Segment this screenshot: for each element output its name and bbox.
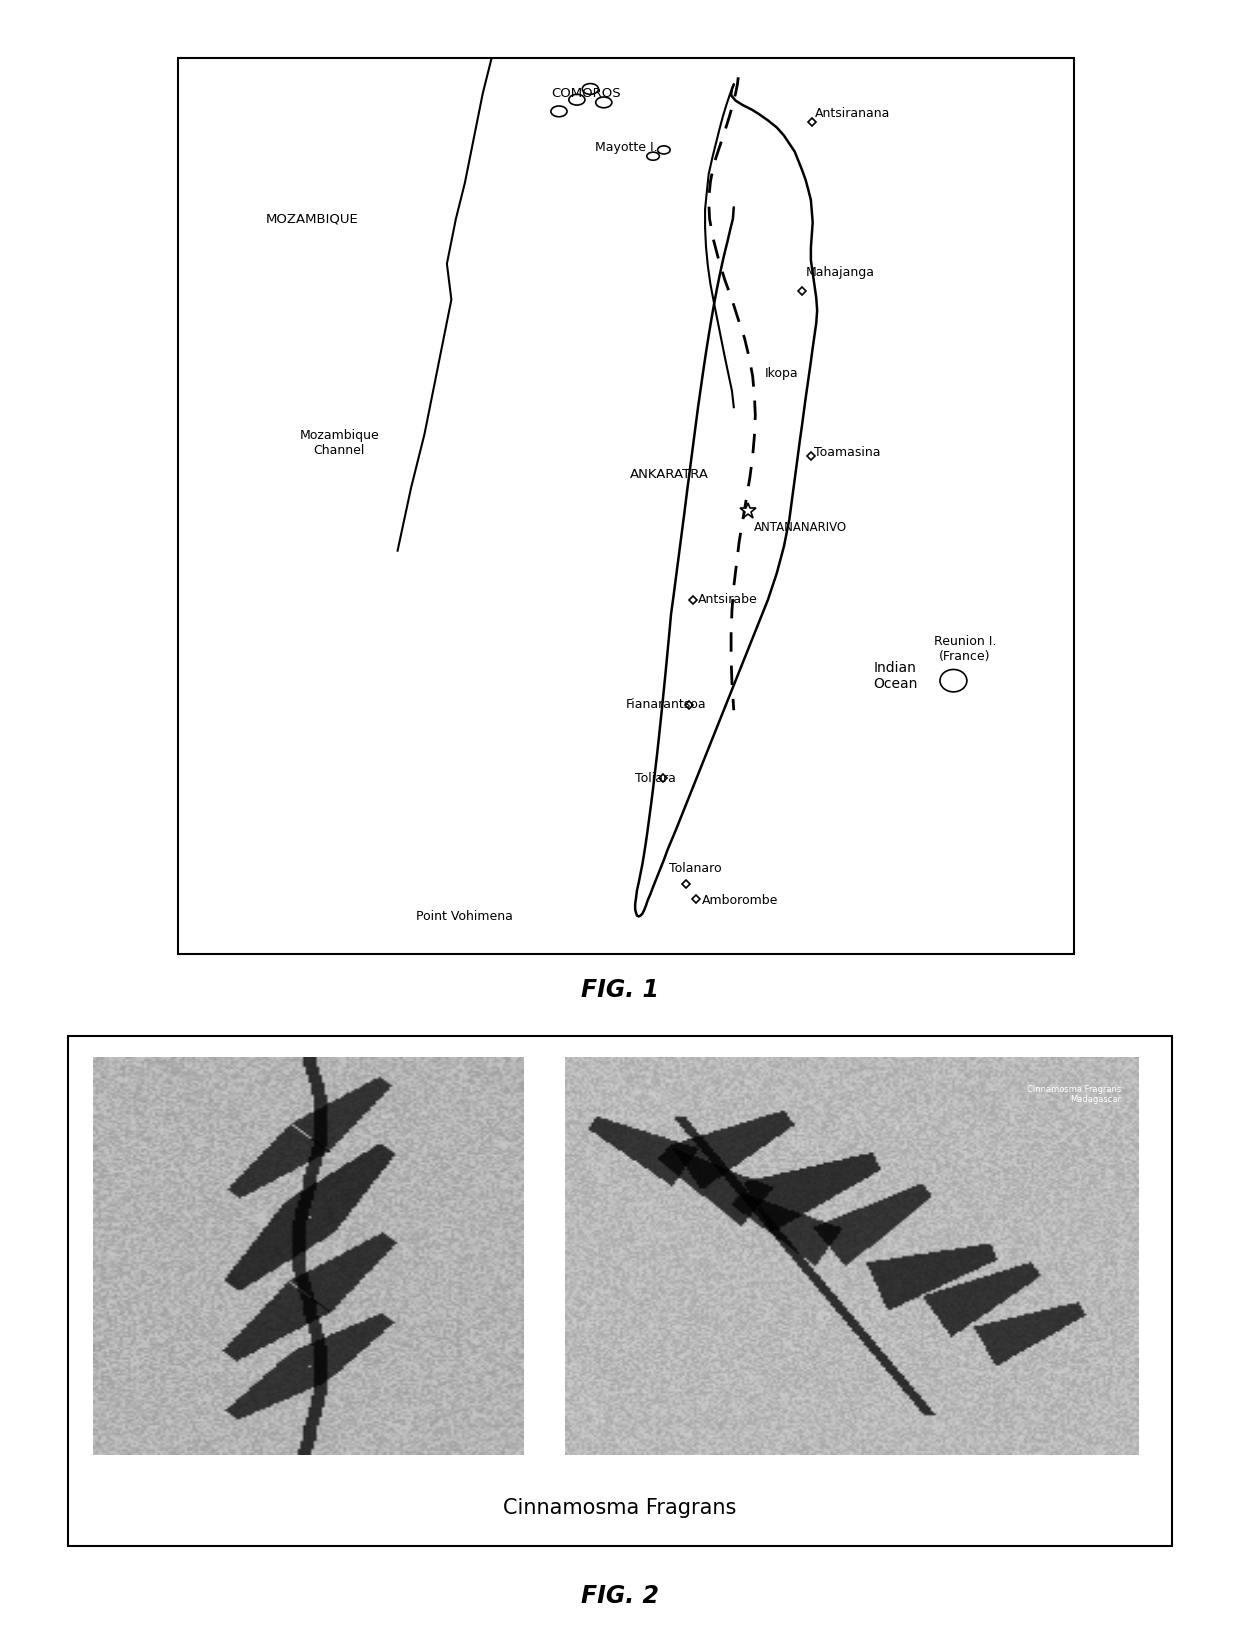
- Text: Indian
Ocean: Indian Ocean: [873, 661, 918, 691]
- Ellipse shape: [569, 94, 585, 105]
- Ellipse shape: [647, 151, 660, 160]
- Text: Toliara: Toliara: [635, 772, 676, 785]
- Text: Mozambique
Channel: Mozambique Channel: [299, 429, 379, 457]
- Text: Cinnamosma Fragrans
Madagascar: Cinnamosma Fragrans Madagascar: [1027, 1084, 1121, 1104]
- Text: MOZAMBIQUE: MOZAMBIQUE: [267, 212, 358, 225]
- Ellipse shape: [940, 670, 967, 693]
- Text: ANKARATRA: ANKARATRA: [630, 467, 709, 480]
- Text: Fianarantsoa: Fianarantsoa: [626, 699, 707, 711]
- Text: Reunion I.
(France): Reunion I. (France): [934, 635, 996, 663]
- Ellipse shape: [657, 146, 670, 155]
- Text: Toamasina: Toamasina: [815, 446, 880, 459]
- Text: Mayotte I.: Mayotte I.: [595, 141, 657, 153]
- Ellipse shape: [595, 97, 611, 109]
- Text: Mahajanga: Mahajanga: [806, 266, 874, 280]
- Text: Amborombe: Amborombe: [702, 893, 777, 906]
- Text: Tolanaro: Tolanaro: [670, 862, 722, 875]
- Text: ANTANANARIVO: ANTANANARIVO: [754, 521, 847, 535]
- Text: COMOROS: COMOROS: [551, 87, 621, 100]
- Text: FIG. 1: FIG. 1: [582, 979, 658, 1002]
- Text: Antsiranana: Antsiranana: [815, 107, 890, 120]
- Text: FIG. 2: FIG. 2: [582, 1584, 658, 1607]
- Text: Ikopa: Ikopa: [765, 367, 799, 380]
- Text: Point Vohimena: Point Vohimena: [417, 910, 513, 923]
- Text: Cinnamosma Fragrans: Cinnamosma Fragrans: [503, 1499, 737, 1518]
- Ellipse shape: [583, 84, 599, 94]
- Ellipse shape: [551, 105, 567, 117]
- Text: Antsirabe: Antsirabe: [698, 594, 758, 607]
